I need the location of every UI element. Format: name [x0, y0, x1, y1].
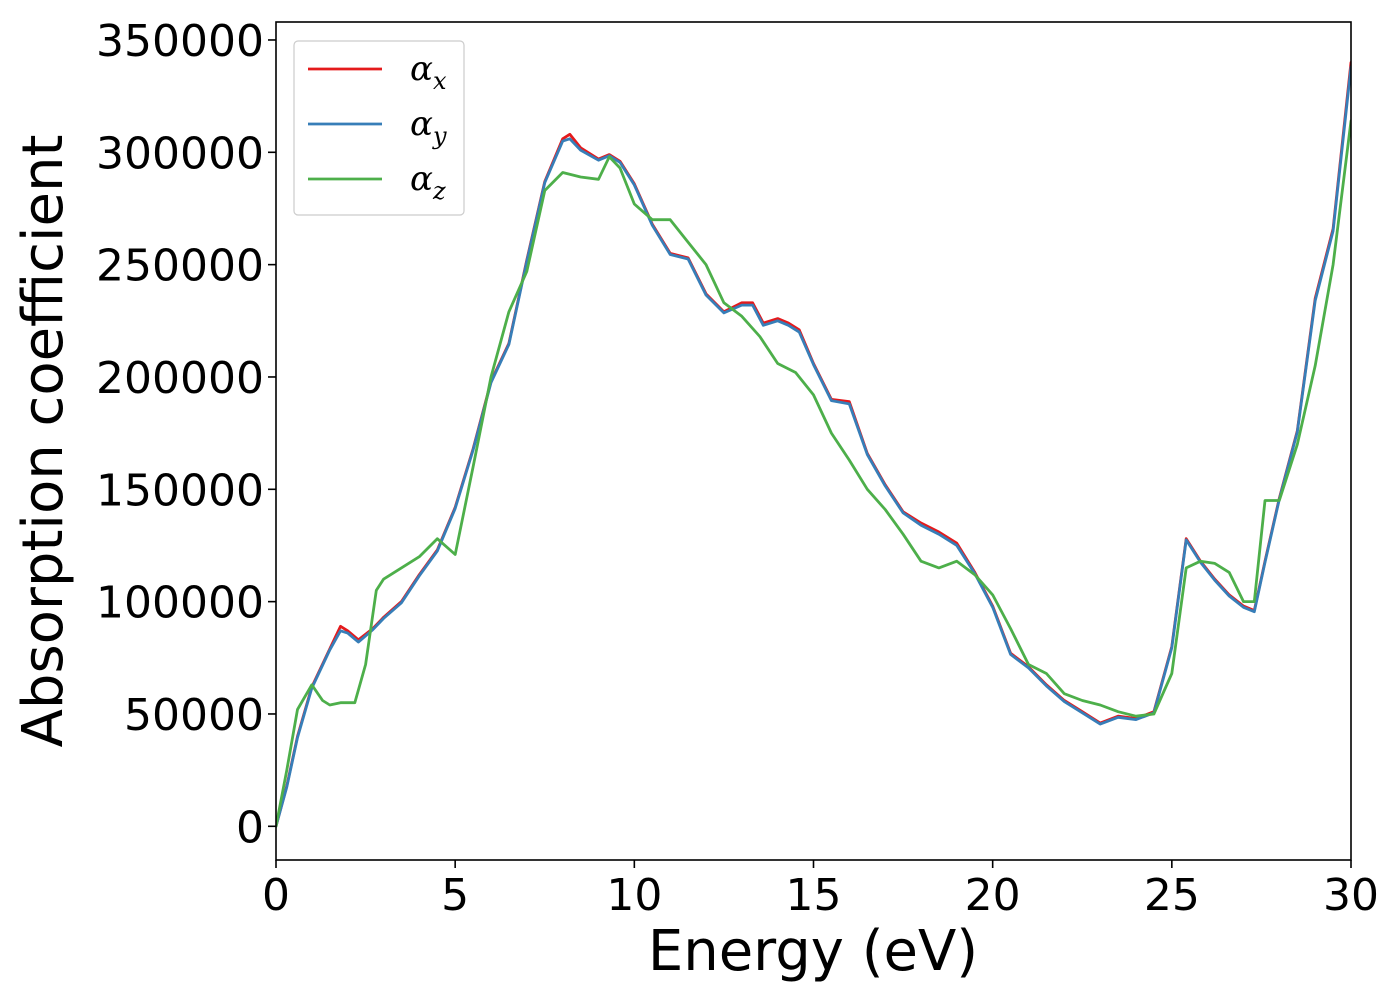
- y-tick-label: 300000: [96, 128, 264, 179]
- legend-box: [293, 40, 465, 216]
- x-tick-label: 0: [262, 870, 290, 921]
- x-tick-label: 15: [786, 870, 842, 921]
- y-axis-title: Absorption coefficient: [11, 135, 76, 748]
- x-axis-title: Energy (eV): [648, 919, 978, 984]
- y-tick-label: 200000: [96, 353, 264, 404]
- x-tick-label: 5: [441, 870, 469, 921]
- x-tick-label: 30: [1323, 870, 1379, 921]
- y-tick-label: 50000: [124, 690, 264, 741]
- x-axis: 0 5 10 15 20 25 30: [262, 860, 1379, 921]
- x-tick-label: 10: [606, 870, 662, 921]
- x-tick-label: 20: [965, 870, 1021, 921]
- x-tick-label: 25: [1144, 870, 1200, 921]
- plot-lines: [276, 61, 1351, 828]
- y-tick-label: 0: [236, 802, 264, 853]
- y-axis: 0 50000 100000 150000 200000 250000 300000 3500…: [96, 16, 276, 853]
- y-tick-label: 350000: [96, 16, 264, 67]
- y-tick-label: 250000: [96, 241, 264, 292]
- series-line-alpha-y: [276, 65, 1351, 828]
- y-tick-label: 150000: [96, 465, 264, 516]
- y-tick-label: 100000: [96, 578, 264, 629]
- series-line-alpha-z: [276, 119, 1351, 828]
